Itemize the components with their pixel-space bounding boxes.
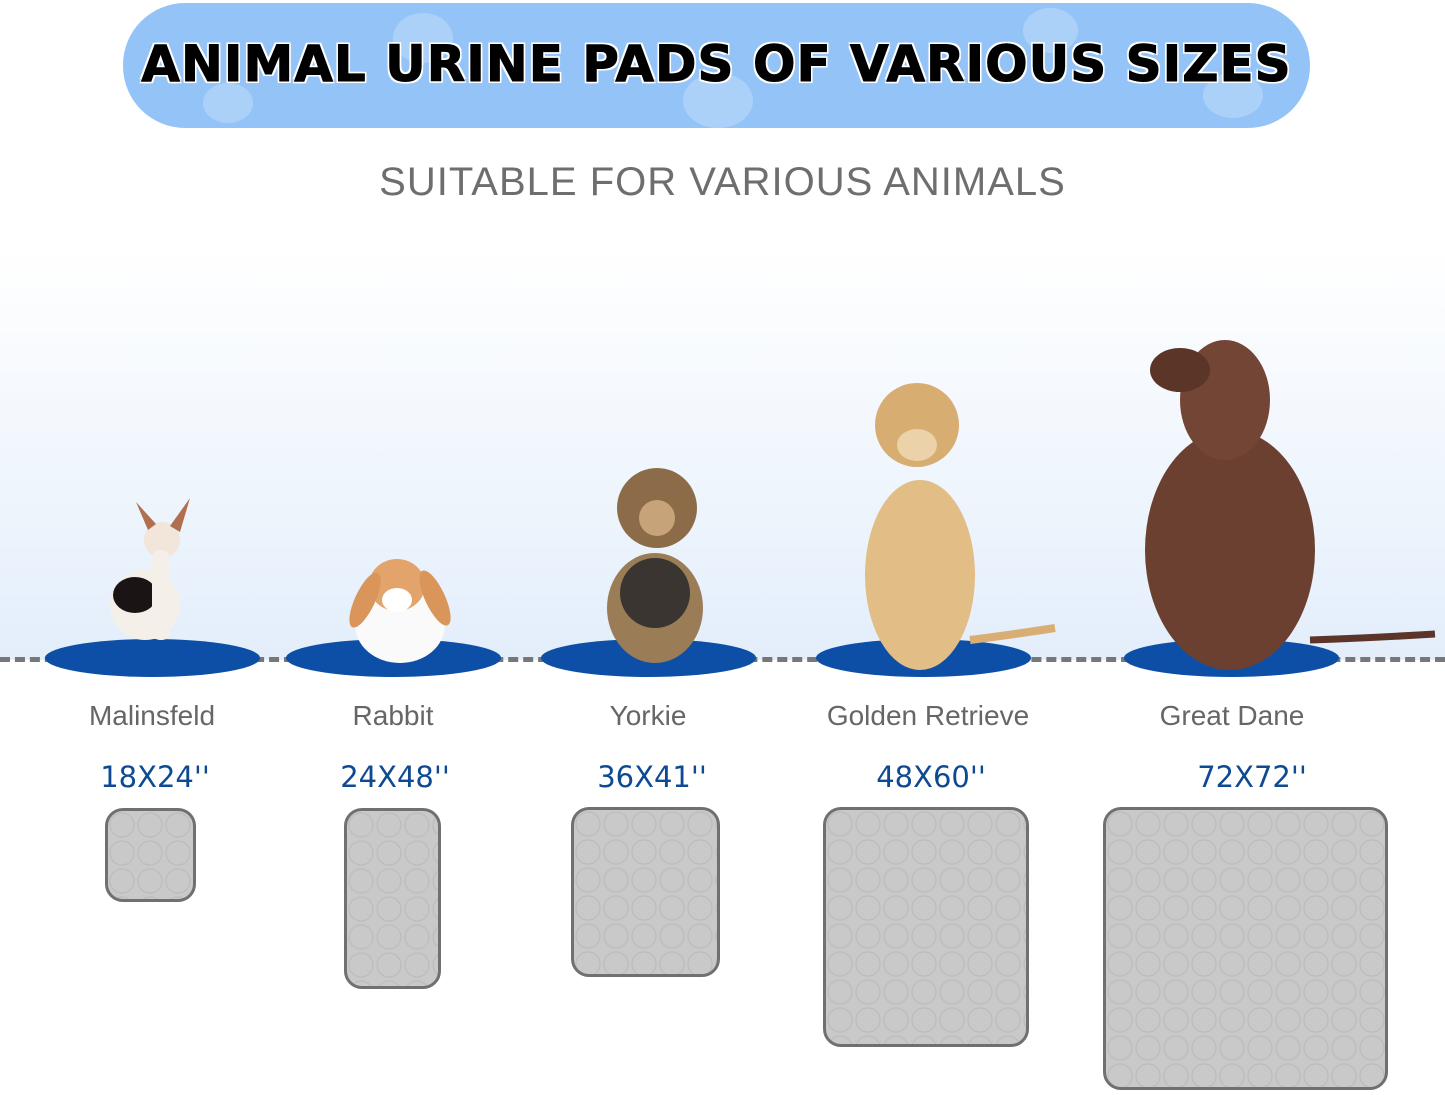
pad-size-5: 72X72'' xyxy=(1197,760,1307,794)
pad-image-72x72 xyxy=(1103,807,1388,1090)
paw-print-decoration xyxy=(203,83,253,123)
animal-name-5: Great Dane xyxy=(1159,700,1305,731)
animal-name-4: Golden Retrieve xyxy=(826,700,1030,731)
great-dane-image xyxy=(1145,340,1436,670)
pad-size-3: 36X41'' xyxy=(597,760,707,794)
animal-name-3: Yorkie xyxy=(609,700,687,731)
yorkie-image xyxy=(607,468,703,663)
banner-title: ANIMAL URINE PADS OF VARIOUS SIZES xyxy=(141,35,1292,94)
animal-name-2: Rabbit xyxy=(352,700,434,731)
floor-pad-1 xyxy=(45,639,260,677)
golden-retriever-image xyxy=(865,383,1056,670)
pad-image-36x41 xyxy=(571,807,720,977)
paw-print-decoration xyxy=(683,73,753,128)
rabbit-image xyxy=(349,559,451,663)
pad-size-4: 48X60'' xyxy=(876,760,986,794)
chihuahua-image xyxy=(110,498,190,640)
animal-name-1: Malinsfeld xyxy=(88,700,216,731)
pad-size-2: 24X48'' xyxy=(340,760,450,794)
paw-print-decoration xyxy=(1023,8,1078,53)
paw-print-decoration xyxy=(393,13,453,63)
subtitle: SUITABLE FOR VARIOUS ANIMALS xyxy=(379,160,1066,204)
pad-image-48x60 xyxy=(823,807,1029,1047)
title-banner: ANIMAL URINE PADS OF VARIOUS SIZES xyxy=(123,3,1310,128)
paw-print-decoration xyxy=(1203,73,1263,118)
pad-size-1: 18X24'' xyxy=(100,760,210,794)
pad-image-18x24 xyxy=(105,808,196,902)
pad-image-24x48 xyxy=(344,808,441,989)
